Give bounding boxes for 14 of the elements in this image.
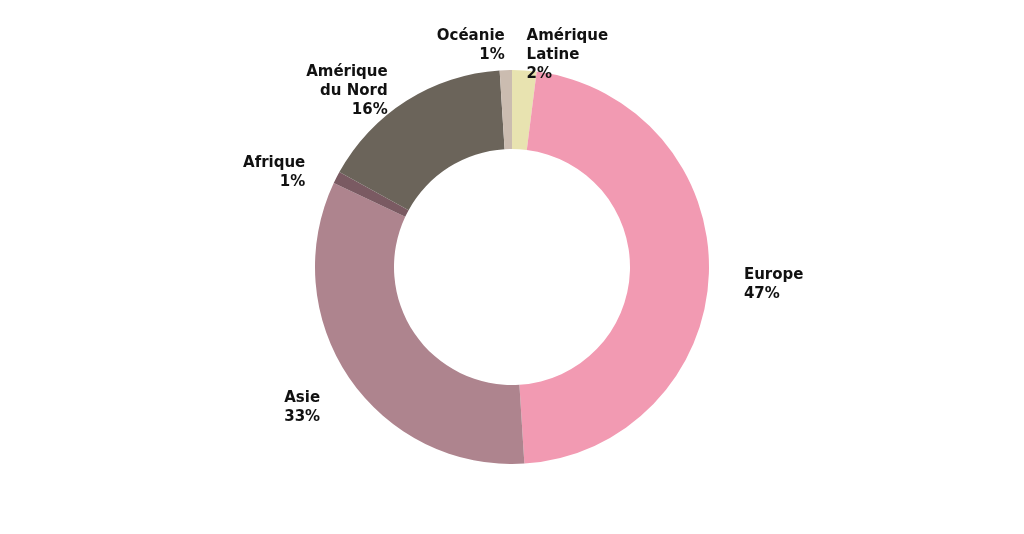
slice-label: Afrique xyxy=(243,152,306,171)
slice-label: Amérique du Nord xyxy=(306,62,388,100)
slice-label: Amérique Latine xyxy=(526,26,609,64)
data-label: 2% xyxy=(526,64,553,83)
slice-label: Europe xyxy=(743,265,804,284)
donut-slice xyxy=(333,172,409,217)
data-label: 1% xyxy=(479,45,505,64)
slice-label: Océanie xyxy=(436,26,505,45)
data-label: 33% xyxy=(284,407,321,426)
data-label: 47% xyxy=(743,284,780,303)
data-label: 1% xyxy=(279,171,306,190)
data-label: 16% xyxy=(351,100,388,119)
donut-slice xyxy=(499,70,512,150)
slice-label: Asie xyxy=(284,388,321,407)
